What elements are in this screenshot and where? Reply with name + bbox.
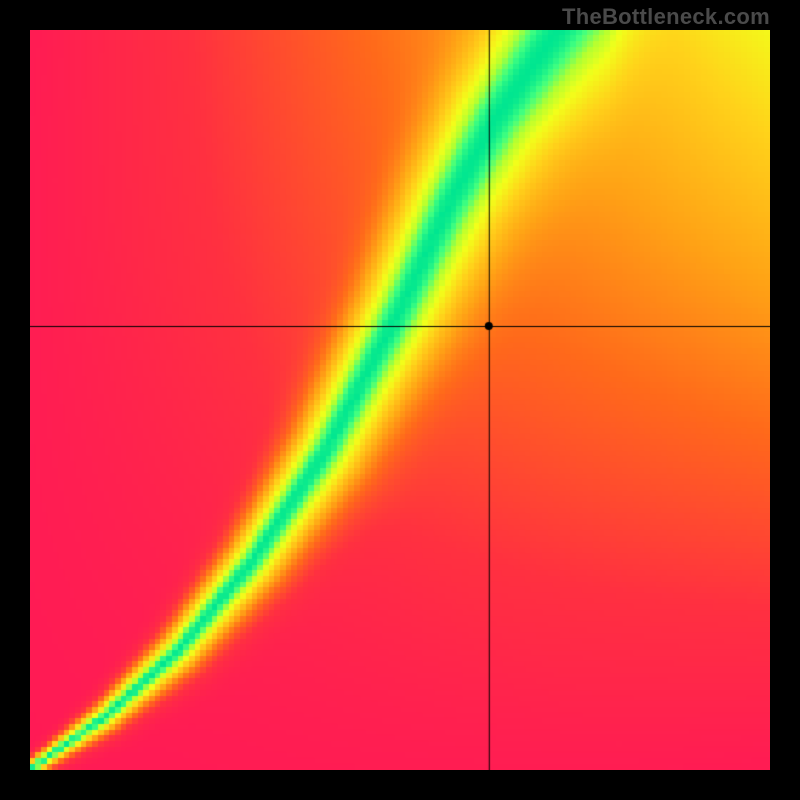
chart-container: { "watermark": "TheBottleneck.com", "cha… [0,0,800,800]
watermark-text: TheBottleneck.com [562,4,770,30]
heatmap-plot [30,30,770,770]
